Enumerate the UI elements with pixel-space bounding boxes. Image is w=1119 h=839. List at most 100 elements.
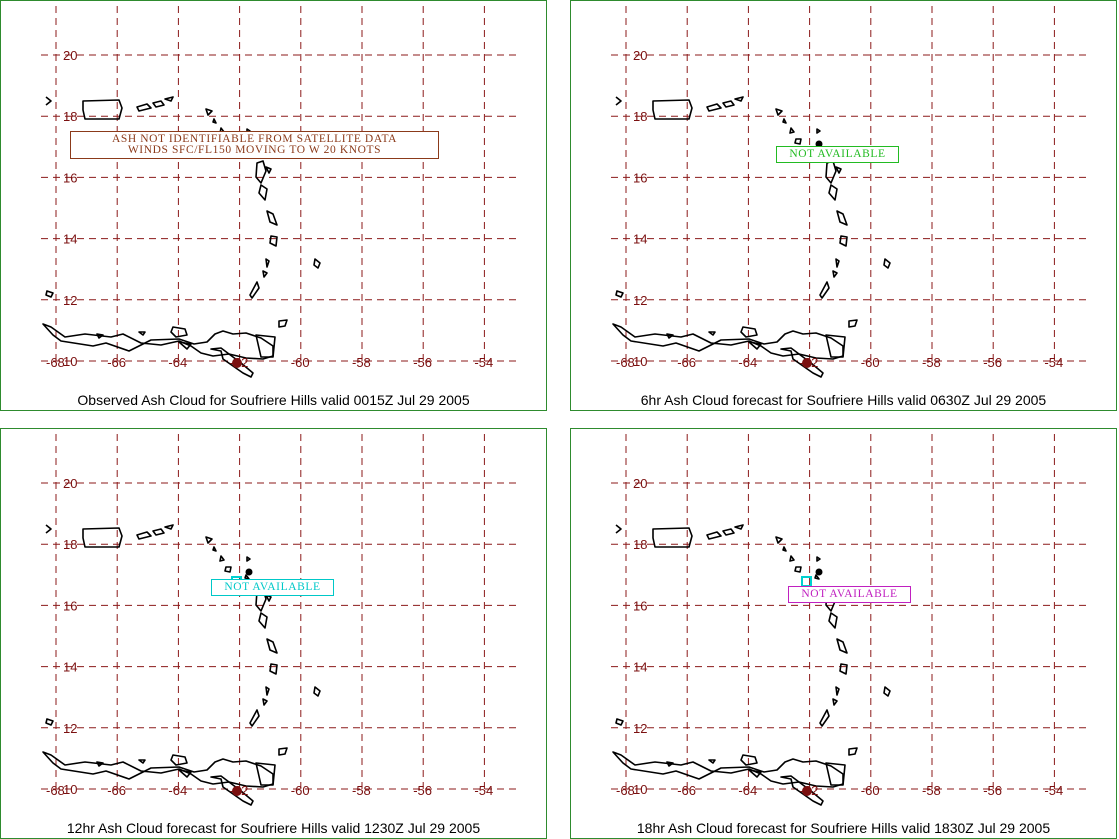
coastline xyxy=(734,96,744,102)
ash-note-box: NOT AVAILABLE xyxy=(211,579,334,596)
longitude-label: -68 xyxy=(46,783,65,798)
coastline xyxy=(835,166,842,174)
coastline xyxy=(255,762,276,786)
coastline xyxy=(265,594,272,602)
latitude-label: 16 xyxy=(633,598,647,613)
longitude-label: -64 xyxy=(168,783,187,798)
coastline xyxy=(789,127,795,134)
red-marker-icon xyxy=(802,786,812,796)
coastline xyxy=(269,235,278,247)
coastline xyxy=(734,524,744,530)
coastline xyxy=(212,118,217,124)
coastline xyxy=(255,334,276,358)
coastline xyxy=(883,686,891,697)
coastline xyxy=(246,556,251,562)
coastline xyxy=(819,709,830,727)
coastline xyxy=(782,546,787,552)
coastline xyxy=(45,290,54,298)
coastline xyxy=(210,775,254,806)
coastline xyxy=(136,103,152,112)
latitude-label: 10 xyxy=(63,354,77,369)
coastline xyxy=(666,761,674,767)
red-marker-icon xyxy=(232,786,242,796)
latitude-label: 20 xyxy=(63,48,77,63)
coastline xyxy=(255,160,267,184)
latitude-label: 10 xyxy=(63,782,77,797)
coastline xyxy=(780,347,824,378)
latitude-label: 12 xyxy=(63,293,77,308)
coastline xyxy=(836,210,848,226)
coastline xyxy=(45,524,52,534)
longitude-label: -58 xyxy=(352,783,371,798)
coastline xyxy=(212,546,217,552)
coastline xyxy=(832,698,838,706)
coastline xyxy=(666,333,674,339)
coastline xyxy=(82,99,123,120)
coastline xyxy=(164,524,174,530)
coastline xyxy=(265,258,270,268)
coastline xyxy=(96,761,104,767)
latitude-label: 14 xyxy=(633,660,647,675)
coastline xyxy=(722,528,735,536)
longitude-label: -64 xyxy=(168,355,187,370)
coastline xyxy=(816,556,821,562)
longitude-label: -54 xyxy=(1044,783,1063,798)
coastline xyxy=(265,166,272,174)
longitude-label: -56 xyxy=(413,783,432,798)
longitude-label: -58 xyxy=(922,783,941,798)
red-marker-icon xyxy=(802,358,812,368)
coastline xyxy=(708,331,716,336)
coastline xyxy=(205,536,213,544)
latitude-label: 20 xyxy=(63,476,77,491)
coastline xyxy=(839,663,848,675)
coastline xyxy=(836,638,848,654)
longitude-label: -54 xyxy=(1044,355,1063,370)
island-dot xyxy=(245,568,253,576)
coastline xyxy=(170,326,188,338)
latitude-label: 18 xyxy=(63,537,77,552)
coastline xyxy=(816,128,821,134)
coastline xyxy=(706,103,722,112)
longitude-label: -56 xyxy=(983,355,1002,370)
coastline xyxy=(794,138,802,145)
coastline xyxy=(789,555,795,562)
coastline xyxy=(782,118,787,124)
coastline xyxy=(138,759,146,764)
longitude-label: -58 xyxy=(352,355,371,370)
latitude-label: 12 xyxy=(633,721,647,736)
island-dot xyxy=(815,140,823,148)
coastline xyxy=(265,686,270,696)
longitude-label: -66 xyxy=(107,783,126,798)
coastline xyxy=(45,718,54,726)
longitude-label: -66 xyxy=(677,355,696,370)
coastline xyxy=(748,341,762,350)
coastline xyxy=(178,341,192,350)
coastline xyxy=(835,258,840,268)
coastline xyxy=(652,99,693,120)
coastline xyxy=(82,527,123,548)
longitude-label: -68 xyxy=(46,355,65,370)
coastline xyxy=(835,686,840,696)
coastline xyxy=(780,775,824,806)
coastline xyxy=(224,566,232,573)
coastline xyxy=(706,531,722,540)
ash-note-line-1: NOT AVAILABLE xyxy=(789,148,886,160)
ash-note-line-1: ASH NOT IDENTIFIABLE FROM SATELLITE DATA xyxy=(111,133,398,145)
coastline xyxy=(313,258,321,269)
coastline xyxy=(748,769,762,778)
coastline xyxy=(839,235,848,247)
longitude-label: -66 xyxy=(107,355,126,370)
coastline xyxy=(775,108,783,116)
coastline xyxy=(152,100,165,108)
coastline xyxy=(848,747,858,756)
ash-note-box: ASH NOT IDENTIFIABLE FROM SATELLITE DATA… xyxy=(70,131,439,159)
coastline xyxy=(258,184,268,201)
coastline xyxy=(249,281,260,299)
longitude-label: -56 xyxy=(413,355,432,370)
coastline xyxy=(814,574,820,580)
coastline xyxy=(825,160,837,184)
